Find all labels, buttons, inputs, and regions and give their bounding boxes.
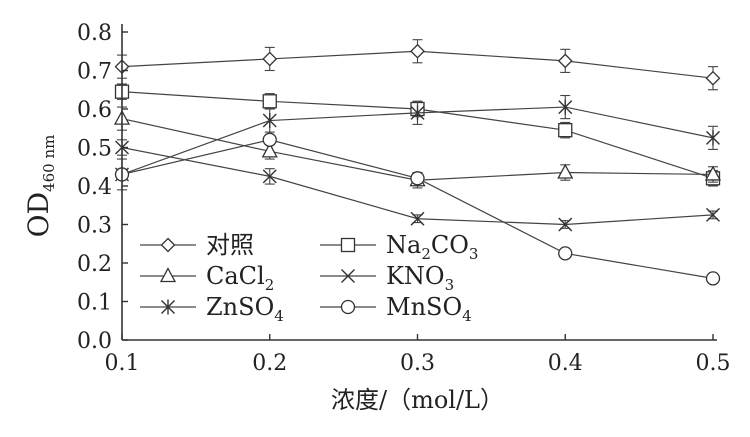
data-point [706, 207, 720, 222]
x-tick-label: 0.5 [696, 351, 731, 376]
data-point [558, 246, 573, 261]
y-tick-label: 0.8 [77, 21, 112, 46]
x-tick-label: 0.2 [252, 351, 287, 376]
axes: 0.00.10.20.30.40.50.60.70.80.1 0.2 0.3 0.4 0… [77, 21, 731, 376]
legend-marker [341, 269, 355, 283]
data-point [262, 94, 277, 109]
x-tick-label: 0.1 [105, 351, 140, 376]
data-point [261, 142, 278, 158]
legend-label-subscript: 3 [445, 276, 455, 294]
data-point [557, 163, 574, 179]
legend-marker [160, 237, 176, 253]
series-square [114, 83, 721, 187]
data-point [410, 105, 425, 121]
data-point [558, 99, 573, 115]
legend-marker [161, 299, 175, 315]
x-axis-title: 浓度/（mol/L） [331, 386, 504, 414]
legend-label: ZnSO4 [206, 293, 284, 325]
legend-label-subscript: 4 [462, 307, 472, 325]
data-point [704, 165, 722, 181]
legend-label-text: ZnSO [206, 293, 274, 321]
data-point [262, 169, 277, 184]
legend-label-text: 对照 [206, 231, 254, 259]
legend-entry: CaCl2 [140, 262, 274, 294]
legend-label-subscript: 3 [469, 245, 479, 263]
y-axis-title: OD460 nm [22, 135, 58, 238]
series-diamond [114, 39, 721, 91]
data-point [262, 113, 277, 129]
axis-titles: 浓度/（mol/L） OD460 nm [22, 135, 504, 414]
data-point [558, 217, 573, 232]
legend-label-text: KNO [386, 262, 445, 290]
legend-label-subscript: 4 [274, 307, 284, 325]
data-point [410, 171, 425, 186]
data-point [558, 123, 573, 138]
legend-entry: 对照 [140, 231, 254, 259]
legend-marker [340, 237, 356, 253]
data-point [262, 132, 277, 147]
x-tick-label: 0.4 [548, 351, 583, 376]
data-point [557, 53, 573, 69]
legend-label-text: MnSO [386, 293, 462, 321]
y-tick-label: 0.7 [77, 60, 112, 85]
legend-label-text: CaCl [206, 262, 265, 290]
legend-marker [159, 267, 177, 283]
y-tick-label: 0.3 [77, 214, 112, 239]
y-tick-label: 0.5 [77, 137, 112, 162]
legend-label-subscript: 2 [421, 245, 431, 263]
y-tick-label: 0.1 [77, 291, 112, 316]
y-axis-title-main: OD [22, 192, 55, 237]
y-tick-label: 0.6 [77, 98, 112, 123]
legend-label: CaCl2 [206, 262, 274, 294]
y-axis-title-subscript: 460 nm [40, 135, 58, 192]
legend-marker [340, 299, 356, 315]
legend-entry: ZnSO4 [140, 293, 284, 325]
legend-label-text: Na [386, 231, 421, 259]
data-point [705, 271, 721, 286]
data-point [706, 130, 720, 146]
y-axis-title-text: OD460 nm [22, 135, 58, 238]
legend-label: MnSO4 [386, 293, 472, 325]
legend-entry: MnSO4 [320, 293, 472, 325]
legend-label-text: CO [431, 231, 469, 259]
y-tick-label: 0.2 [77, 252, 112, 277]
data-point [410, 211, 425, 226]
series-circle [114, 132, 721, 286]
data-point [410, 43, 425, 59]
data-point [262, 51, 278, 67]
plot-area [113, 39, 722, 286]
y-tick-label: 0.0 [77, 329, 112, 354]
y-tick-label: 0.4 [77, 175, 112, 200]
legend-label: KNO3 [386, 262, 454, 294]
legend-label: Na2CO3 [386, 231, 478, 263]
legend-entry: KNO3 [320, 262, 454, 294]
legend-label: 对照 [206, 231, 254, 259]
series-star [115, 94, 720, 191]
legend-entry: Na2CO3 [320, 231, 478, 263]
data-point [705, 70, 721, 86]
legend-label-subscript: 2 [265, 276, 275, 294]
x-tick-label: 0.3 [400, 351, 435, 376]
